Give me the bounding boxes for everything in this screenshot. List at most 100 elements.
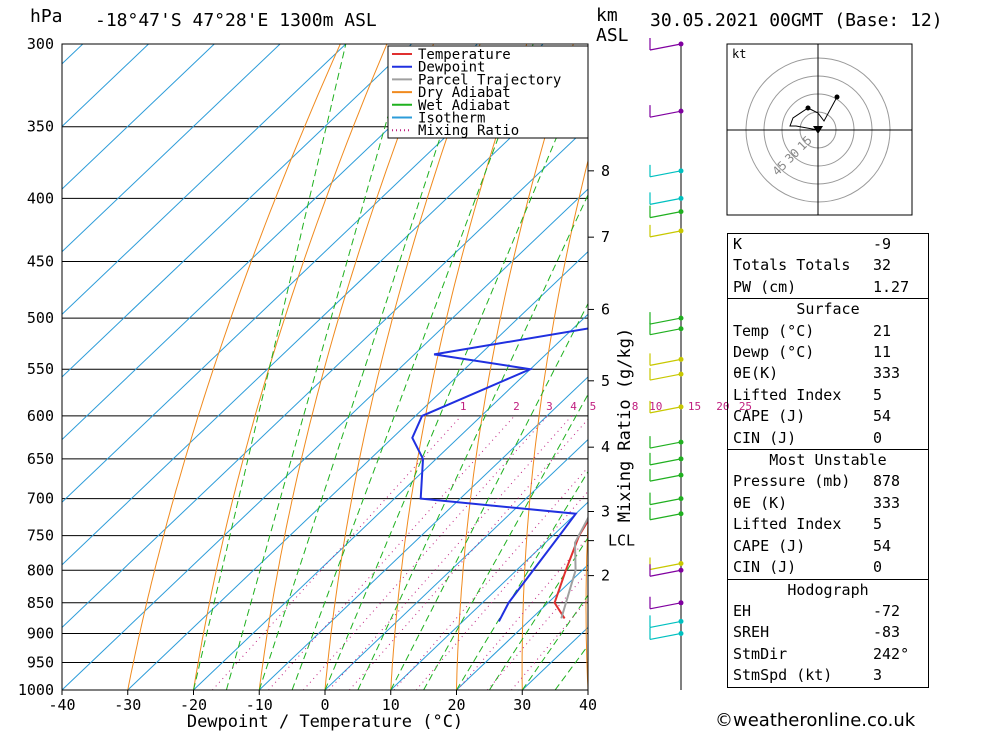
x-tick-label: 30 [513, 696, 531, 714]
mixing-ratio-label: 3 [546, 400, 553, 413]
s-dewp-label: Dewp (°C) [733, 343, 815, 362]
tt-label: Totals Totals [733, 256, 851, 275]
mixing-ratio-line [212, 415, 462, 690]
mixing-ratio-line [328, 415, 572, 690]
date-title: 30.05.2021 00GMT (Base: 12) [650, 10, 943, 31]
km-label: km [596, 5, 618, 26]
pressure-tick-label: 550 [27, 360, 54, 378]
isotherm-line [62, 125, 588, 629]
km-tick-label: 4 [601, 438, 610, 456]
pressure-tick-label: 600 [27, 407, 54, 425]
dry-adiabat [390, 44, 528, 690]
wind-barb [649, 615, 682, 628]
wind-barb [649, 564, 682, 577]
hodograph-point [834, 94, 840, 100]
mixing-ratio-label: 8 [632, 400, 639, 413]
x-tick-label: -30 [114, 696, 141, 714]
x-tick-label: -40 [48, 696, 75, 714]
s-cape-value: 54 [873, 407, 892, 426]
mixing-ratio-line [349, 418, 588, 690]
legend-label: Wet Adiabat [418, 98, 511, 114]
mixing-ratio-label: 15 [688, 400, 701, 413]
x-axis-label: Dewpoint / Temperature (°C) [187, 712, 463, 732]
km-tick-label: LCL [608, 532, 635, 550]
mu-theta-label: θE (K) [733, 493, 788, 512]
mu-cape-value: 54 [873, 536, 892, 555]
wind-barb [649, 627, 682, 641]
pressure-tick-label: 700 [27, 490, 54, 508]
pw-value: 1.27 [873, 277, 910, 296]
mu-p-value: 878 [873, 472, 901, 491]
s-theta-value: 333 [873, 364, 901, 383]
pressure-tick-label: 950 [27, 653, 54, 671]
dry-adiabat [127, 44, 341, 690]
mu-cape-label: CAPE (J) [733, 536, 806, 555]
series-parcel-trajectory [560, 515, 588, 619]
isotherm-line [62, 188, 588, 690]
mixing-ratio-label: 1 [460, 400, 467, 413]
wind-barb [649, 312, 682, 325]
km-tick-label: 3 [601, 502, 610, 520]
wind-barb [649, 38, 682, 51]
pressure-tick-label: 800 [27, 561, 54, 579]
mu-li-value: 5 [873, 515, 883, 534]
asl-label: ASL [596, 25, 629, 46]
pressure-tick-label: 500 [27, 309, 54, 327]
s-cape-label: CAPE (J) [733, 407, 806, 426]
mixing-ratio-label: 5 [590, 400, 597, 413]
dry-adiabat [931, 44, 982, 690]
wind-barb [649, 164, 682, 178]
km-tick-label: 6 [601, 300, 610, 318]
isotherm-line [62, 44, 412, 378]
km-tick-label: 7 [601, 228, 610, 246]
s-temp-label: Temp (°C) [733, 321, 815, 340]
wet-adiabat [423, 393, 588, 690]
isotherm-line [258, 376, 588, 690]
wet-adiabat [521, 594, 588, 690]
pressure-tick-label: 350 [27, 118, 54, 136]
wind-barb [649, 452, 682, 466]
dry-adiabat [521, 158, 588, 690]
isotherm-line [62, 44, 281, 253]
stmspd-label: StmSpd (kt) [733, 666, 833, 685]
wind-barb [649, 557, 682, 571]
hodograph-trace [789, 96, 838, 131]
k-value: -9 [873, 235, 892, 253]
surface-title: Surface [796, 300, 860, 319]
k-label: K [733, 235, 743, 253]
series-dewpoint [411, 327, 588, 622]
dry-adiabat [258, 44, 434, 690]
legend-label: Isotherm [418, 111, 485, 127]
wind-barb [649, 368, 682, 381]
isotherm-line [324, 438, 588, 690]
stmspd-value: 3 [873, 666, 883, 685]
pressure-tick-label: 650 [27, 450, 54, 468]
wet-adiabat [390, 302, 588, 690]
pressure-tick-label: 750 [27, 527, 54, 545]
mixing-ratio-label: 2 [513, 400, 520, 413]
sreh-label: SREH [733, 623, 770, 642]
wet-adiabat [324, 61, 588, 690]
hodo-title: Hodograph [787, 580, 869, 599]
wind-barb [649, 436, 682, 449]
mixing-ratio-label: 20 [716, 400, 729, 413]
wind-barb [649, 105, 682, 118]
indices-table: K -9 Totals Totals 32 PW (cm) 1.27 Surface … [727, 233, 929, 688]
wind-barb [649, 205, 682, 219]
pressure-tick-label: 300 [27, 35, 54, 53]
pressure-tick-label: 1000 [18, 681, 54, 699]
x-tick-label: 0 [320, 696, 329, 714]
wet-adiabat [291, 44, 534, 690]
mixing-ratio-axis-label: Mixing Ratio (g/kg) [615, 328, 635, 522]
wind-barb [649, 469, 682, 482]
wet-adiabat [488, 536, 588, 690]
s-temp-value: 21 [873, 321, 892, 340]
isotherm-line [62, 44, 544, 503]
wet-adiabat [456, 470, 588, 690]
legend-label: Parcel Trajectory [418, 72, 561, 88]
hodograph-unit: kt [732, 47, 746, 61]
s-theta-label: θE(K) [733, 364, 779, 383]
